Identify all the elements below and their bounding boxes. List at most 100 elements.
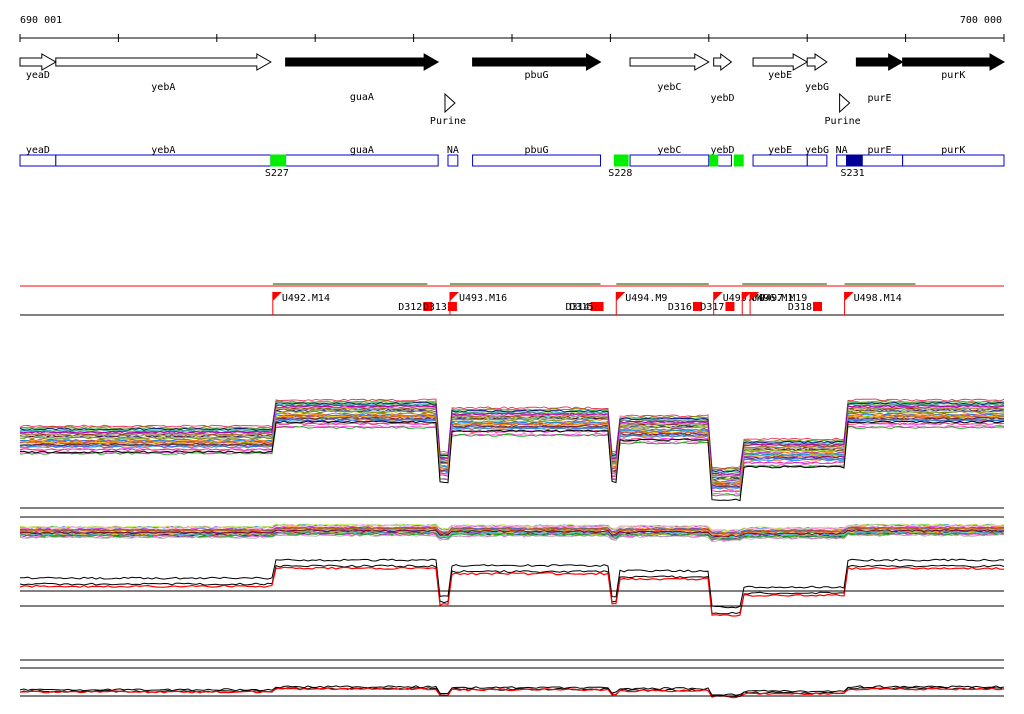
profile-trace xyxy=(19,410,1005,481)
profile-trace xyxy=(19,558,1005,609)
operon-box-guaA xyxy=(285,154,439,167)
up-shift-label-U496.M1: U496.M1 xyxy=(751,293,793,304)
up-shift-label-U493.M16: U493.M16 xyxy=(459,293,507,304)
ruler-end-label: 700 000 xyxy=(960,15,1002,26)
expression-shift-track: U492.M14U493.M16U494.M9U495.M9U496.M1U49… xyxy=(20,283,1004,316)
operon-box-purK xyxy=(902,154,1005,167)
operon-box-yeaD xyxy=(19,154,57,167)
up-shift-flag xyxy=(713,292,723,301)
down-shift-label-D313: D313 xyxy=(423,302,447,313)
gene-arrow-purE xyxy=(855,53,904,71)
up-shift-flag xyxy=(742,292,752,301)
genomic-coordinate-ruler: 690 001 700 000 xyxy=(19,15,1005,42)
gene-label-yebD: yebD xyxy=(711,93,735,104)
down-shift-marker xyxy=(594,302,604,311)
up-shift-label-U492.M14: U492.M14 xyxy=(282,293,330,304)
operon-box-purE xyxy=(855,154,904,167)
gene-arrow-guaA xyxy=(285,53,440,71)
up-shift-flag xyxy=(272,292,282,301)
gene-arrow-pbuG xyxy=(472,53,602,71)
profile-trace xyxy=(19,401,1005,473)
riboswitch-track: Purine Purine xyxy=(430,92,861,127)
expression-profile-panels xyxy=(19,398,1005,699)
operon-label-pbuG: pbuG xyxy=(525,145,549,156)
operon-label-yebD: yebD xyxy=(711,145,735,156)
operon-box-yebA xyxy=(55,154,272,167)
up-shift-flag xyxy=(616,292,626,301)
gene-label-purE: purE xyxy=(867,93,891,104)
profile-trace xyxy=(19,425,1005,496)
up-shift-flag xyxy=(449,292,459,301)
highlight-trace xyxy=(19,687,1005,699)
profile-trace xyxy=(19,407,1005,479)
profile-trace xyxy=(19,422,1005,493)
ruler-ticks xyxy=(19,34,1005,42)
profile-trace xyxy=(19,422,1005,493)
operon-label-yebE: yebE xyxy=(768,145,792,156)
operon-box-pbuG xyxy=(472,154,602,167)
down-shift-label-D312: D312 xyxy=(398,302,422,313)
profile-trace xyxy=(19,413,1005,485)
operon-box-yebC xyxy=(629,154,710,167)
operon-label-NA: NA xyxy=(836,145,848,156)
profile-trace xyxy=(19,410,1005,481)
gene-arrow-yebC xyxy=(629,53,710,71)
down-shift-label-D315: D315 xyxy=(569,302,593,313)
down-shift-marker xyxy=(423,302,433,311)
gene-label-yebC: yebC xyxy=(657,82,681,93)
gene-arrow-purK xyxy=(902,53,1006,71)
riboswitch-marker xyxy=(839,92,851,114)
operon-box-NA xyxy=(836,154,848,167)
down-shift-marker xyxy=(725,302,735,311)
gene-label-guaA: guaA xyxy=(350,92,374,103)
gene-label-yebA: yebA xyxy=(151,82,175,93)
profile-trace xyxy=(19,534,1005,543)
promoter-marker xyxy=(733,154,744,167)
gene-label-purK: purK xyxy=(941,70,965,81)
transcription-unit-track: yeaD yebA guaA NA pbuG yebC yebD yebG yebE NA purE… xyxy=(19,145,1005,179)
highlight-trace xyxy=(19,566,1004,617)
down-shift-label-D317: D317 xyxy=(700,302,724,313)
profile-trace xyxy=(19,418,1005,489)
up-shift-label-U497.M19: U497.M19 xyxy=(759,293,807,304)
up-shift-flag xyxy=(844,292,854,301)
operon-label-purE: purE xyxy=(867,145,891,156)
operon-box-NA xyxy=(447,154,459,167)
down-shift-label-D318: D318 xyxy=(788,302,812,313)
profile-trace xyxy=(19,426,1005,497)
gene-label-pbuG: pbuG xyxy=(525,70,549,81)
promoter-marker xyxy=(846,154,863,167)
operon-label-yebC: yebC xyxy=(657,145,681,156)
promoter-label-S228: S228 xyxy=(608,168,632,179)
down-shift-marker xyxy=(813,302,823,311)
gene-annotation-track: yeaD yebA guaA pbuG yebC yebD yebE yebG purE purK xyxy=(19,52,1006,104)
profile-trace xyxy=(19,685,1005,696)
operon-label-yebG: yebG xyxy=(805,145,829,156)
operon-label-yebA: yebA xyxy=(151,145,175,156)
up-shift-label-U498.M14: U498.M14 xyxy=(854,293,902,304)
promoter-marker xyxy=(613,154,629,167)
down-shift-marker xyxy=(692,302,702,311)
down-shift-label-D314: D314 xyxy=(566,302,590,313)
gene-arrow-yeaD xyxy=(19,53,57,71)
riboswitch-label: Purine xyxy=(825,116,861,127)
operon-label-purK: purK xyxy=(941,145,965,156)
ruler-start-label: 690 001 xyxy=(20,15,62,26)
profile-trace xyxy=(20,524,1005,533)
gene-label-yeaD: yeaD xyxy=(26,70,50,81)
operon-label-NA: NA xyxy=(447,145,459,156)
promoter-label-S231: S231 xyxy=(841,168,865,179)
gene-arrow-yebA xyxy=(55,53,272,71)
operon-box-yebG xyxy=(806,154,828,167)
profile-trace xyxy=(19,531,1005,540)
promoter-label-S227: S227 xyxy=(265,168,289,179)
profile-baseline-trace xyxy=(19,420,1005,502)
operon-box-yebE xyxy=(752,154,808,167)
profile-trace xyxy=(19,415,1005,486)
gene-label-yebG: yebG xyxy=(805,82,829,93)
operon-label-yeaD: yeaD xyxy=(26,145,50,156)
down-shift-marker xyxy=(447,302,457,311)
profile-trace xyxy=(19,404,1005,475)
profile-trace xyxy=(19,526,1005,535)
